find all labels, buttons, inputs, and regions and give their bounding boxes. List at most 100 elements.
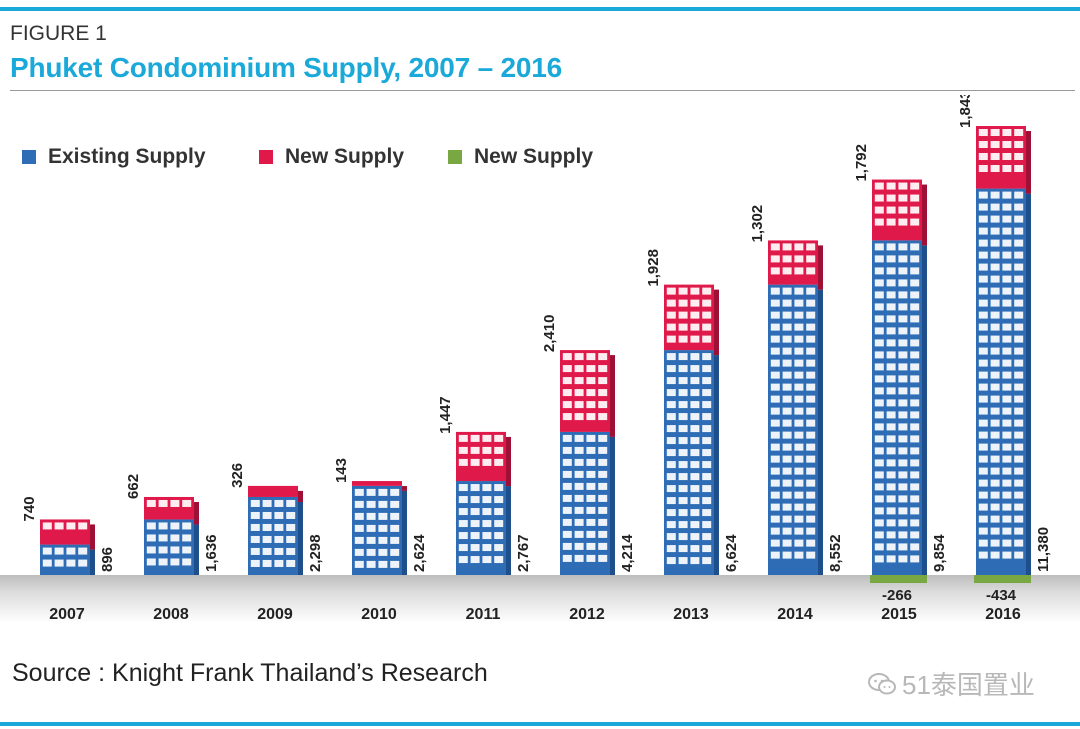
- bar-existing-window: [910, 471, 920, 479]
- bar-existing-window: [990, 203, 1000, 211]
- bar-existing-window: [690, 449, 700, 457]
- bar-existing-window: [1014, 251, 1024, 259]
- bar-existing-window: [1002, 215, 1012, 223]
- bar-existing-window: [770, 479, 780, 487]
- bar-existing-window: [910, 351, 920, 359]
- bar-existing-side: [402, 490, 407, 575]
- bar-existing-window: [770, 383, 780, 391]
- bar-existing-window: [598, 446, 608, 454]
- bar-existing-window: [898, 471, 908, 479]
- bar-existing-window: [990, 491, 1000, 499]
- x-tick-label: 2007: [49, 606, 85, 623]
- bar-new-window: [470, 434, 480, 442]
- bar-new-window: [874, 218, 884, 226]
- bar-existing-window: [366, 500, 376, 508]
- bar-existing-window: [978, 275, 988, 283]
- bar-existing-window: [690, 413, 700, 421]
- bar-existing-window: [562, 458, 572, 466]
- bar-existing-window: [702, 461, 712, 469]
- bar-existing-window: [458, 544, 468, 552]
- data-label-new: 1,302: [749, 205, 766, 243]
- bar-existing-window: [782, 311, 792, 319]
- bar-existing-window: [978, 335, 988, 343]
- bar-existing-window: [978, 323, 988, 331]
- bar-new-side: [402, 486, 407, 491]
- bar-new-window: [562, 377, 572, 385]
- bar-new-window: [1014, 141, 1024, 149]
- bar-existing-window: [366, 524, 376, 532]
- bar-new-window: [66, 522, 76, 530]
- bar-existing-window: [274, 535, 284, 543]
- bar-existing-window: [1002, 359, 1012, 367]
- bar-existing-window: [898, 255, 908, 263]
- bar-existing-window: [874, 423, 884, 431]
- bar-existing-window: [574, 434, 584, 442]
- bar-existing-window: [910, 327, 920, 335]
- bar-existing-window: [690, 377, 700, 385]
- bar-existing-window: [66, 559, 76, 567]
- bar-existing-window: [690, 533, 700, 541]
- bar-new-window: [886, 206, 896, 214]
- bar-existing-window: [782, 527, 792, 535]
- bar-existing-window: [702, 545, 712, 553]
- bar-existing-side: [90, 549, 95, 575]
- bar-existing-window: [782, 539, 792, 547]
- data-label-new: 1,792: [853, 144, 870, 182]
- bar-existing-window: [770, 467, 780, 475]
- bar-existing-side: [1026, 193, 1031, 576]
- bar-existing-window: [366, 488, 376, 496]
- bar-existing-window: [898, 315, 908, 323]
- bar-new-window: [574, 389, 584, 397]
- bar-existing-window: [286, 523, 296, 531]
- bar-existing-window: [182, 534, 192, 542]
- bar-existing-window: [874, 495, 884, 503]
- bar-existing-window: [898, 243, 908, 251]
- bar-new-window: [678, 311, 688, 319]
- bar-existing-window: [874, 315, 884, 323]
- bar-existing-window: [494, 496, 504, 504]
- bar-existing-window: [586, 446, 596, 454]
- bar-new-window: [1002, 129, 1012, 137]
- bar-existing-window: [910, 315, 920, 323]
- bar-new-window: [874, 206, 884, 214]
- bar-existing-window: [794, 539, 804, 547]
- bar-existing-window: [806, 467, 816, 475]
- bar-existing-window: [354, 488, 364, 496]
- bar-existing-window: [1002, 527, 1012, 535]
- bar-existing-window: [678, 533, 688, 541]
- bar-existing-window: [274, 547, 284, 555]
- bar-existing-window: [910, 279, 920, 287]
- bar-existing-window: [574, 470, 584, 478]
- bar-new-window: [78, 522, 88, 530]
- bar-existing-window: [990, 299, 1000, 307]
- bar-existing-window: [1014, 263, 1024, 271]
- bar-existing-window: [978, 203, 988, 211]
- bar-existing-window: [678, 497, 688, 505]
- data-label-new-negative: -266: [882, 587, 912, 604]
- bar-new-window: [158, 499, 168, 507]
- data-label-new: 143: [333, 458, 350, 483]
- bar-existing-window: [666, 413, 676, 421]
- bar-existing-window: [702, 521, 712, 529]
- bar-existing-window: [978, 227, 988, 235]
- x-tick-label: 2010: [361, 606, 397, 623]
- bar-existing-window: [898, 339, 908, 347]
- bar-existing-window: [274, 559, 284, 567]
- bar-existing-window: [702, 449, 712, 457]
- bar-existing-window: [794, 479, 804, 487]
- bar-existing-window: [782, 515, 792, 523]
- bar-existing-window: [562, 494, 572, 502]
- x-tick-label: 2016: [985, 606, 1021, 623]
- bar-existing-window: [1002, 287, 1012, 295]
- bar-existing-window: [794, 431, 804, 439]
- bar-new-window: [910, 206, 920, 214]
- bar-existing-window: [690, 365, 700, 373]
- bar-existing-window: [978, 371, 988, 379]
- bar-existing-window: [886, 411, 896, 419]
- bar-existing-window: [874, 255, 884, 263]
- bar-new-window: [666, 311, 676, 319]
- bar-existing-window: [586, 506, 596, 514]
- bar-existing-window: [598, 434, 608, 442]
- bar-existing-window: [1014, 203, 1024, 211]
- bar-new-window: [182, 499, 192, 507]
